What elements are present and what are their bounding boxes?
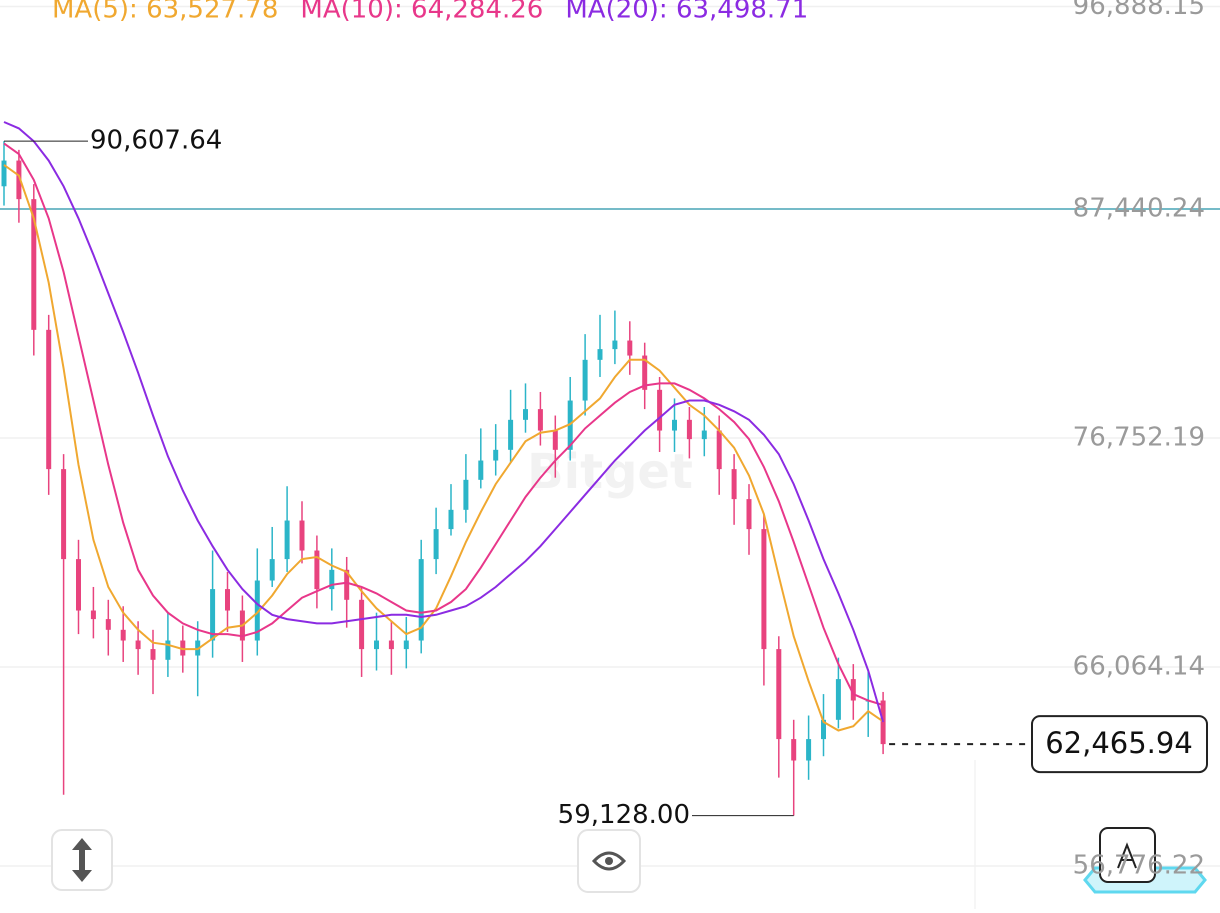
candle-body xyxy=(433,529,439,560)
candle-body xyxy=(716,430,722,470)
candle-body xyxy=(478,460,484,480)
candle-body xyxy=(76,559,81,611)
candle-body xyxy=(835,679,841,720)
y-tick-label: 56,776.22 xyxy=(1073,851,1205,881)
y-tick-label: 66,064.14 xyxy=(1073,652,1205,682)
auto-icon xyxy=(1117,842,1137,869)
candle-body xyxy=(120,629,126,641)
candle-body xyxy=(880,700,886,745)
candle-body xyxy=(31,199,37,330)
candle-body xyxy=(418,559,424,641)
watermark: Bitget xyxy=(527,444,693,500)
candle-body xyxy=(657,389,663,431)
candle-body xyxy=(821,719,826,740)
legend-entry: MA(5): 63,527.78 xyxy=(52,0,278,25)
candle-body xyxy=(135,640,141,650)
candle-body xyxy=(344,569,350,600)
low-label: 59,128.00 xyxy=(558,800,690,830)
candle-body xyxy=(627,340,633,356)
candle-body xyxy=(746,499,752,530)
candle-body xyxy=(225,589,230,611)
auto-button[interactable] xyxy=(1083,827,1207,894)
candle-body xyxy=(90,610,96,620)
candle-body xyxy=(388,640,394,650)
candle-body xyxy=(642,355,648,390)
candle-body xyxy=(686,419,692,440)
eye-pupil xyxy=(605,857,613,865)
scale-button[interactable] xyxy=(51,829,113,891)
candle-body xyxy=(463,479,469,510)
candle-body xyxy=(776,649,782,740)
ma-line xyxy=(3,121,885,723)
candle-body xyxy=(612,340,618,350)
candle-body xyxy=(374,640,379,650)
candle-body xyxy=(448,509,454,530)
ma-line xyxy=(3,142,884,707)
candle-body xyxy=(552,430,558,450)
candle-body xyxy=(254,580,260,641)
candle-body xyxy=(672,419,677,431)
candle-body xyxy=(761,529,767,650)
candle-body xyxy=(493,449,499,461)
candle-body xyxy=(1,160,7,187)
candle-body xyxy=(180,640,186,656)
candle-body xyxy=(791,739,797,761)
candle-body xyxy=(165,640,171,660)
candle-body xyxy=(16,160,22,200)
candle-body xyxy=(105,619,111,630)
legend-entry: MA(20): 63,498.71 xyxy=(565,0,808,25)
candle-body xyxy=(582,359,588,401)
candle-body xyxy=(329,569,335,590)
candle-body xyxy=(46,329,52,470)
candle-body xyxy=(210,589,216,641)
candle-body xyxy=(61,469,67,560)
candle-body xyxy=(150,649,156,660)
candle-body xyxy=(850,679,856,701)
y-tick-label: 76,752.19 xyxy=(1073,422,1205,452)
y-tick-label: 96,888.15 xyxy=(1073,0,1205,21)
visibility-button[interactable] xyxy=(577,829,641,893)
legend-entry: MA(10): 64,284.26 xyxy=(300,0,543,25)
current-price-box xyxy=(1031,715,1208,774)
candle-body xyxy=(508,419,514,450)
candle-body xyxy=(269,559,275,581)
candle-body xyxy=(284,520,290,560)
candle-body xyxy=(806,739,812,761)
candle-body xyxy=(359,599,365,650)
candle-body xyxy=(537,409,543,431)
candle-body xyxy=(731,469,737,500)
eye-icon xyxy=(591,851,627,871)
candle-body xyxy=(701,430,707,440)
candle-body xyxy=(597,349,603,360)
y-tick-label: 87,440.24 xyxy=(1073,193,1205,223)
current-price-label: 62,465.94 xyxy=(1045,726,1193,760)
high-label: 90,607.64 xyxy=(90,126,222,156)
candle-body xyxy=(403,640,409,650)
candle-body xyxy=(314,550,320,590)
ma-line xyxy=(3,164,884,732)
candle-body xyxy=(299,520,305,551)
candle-body xyxy=(523,409,528,420)
button-icon xyxy=(72,838,92,882)
button-frame xyxy=(1099,827,1156,883)
